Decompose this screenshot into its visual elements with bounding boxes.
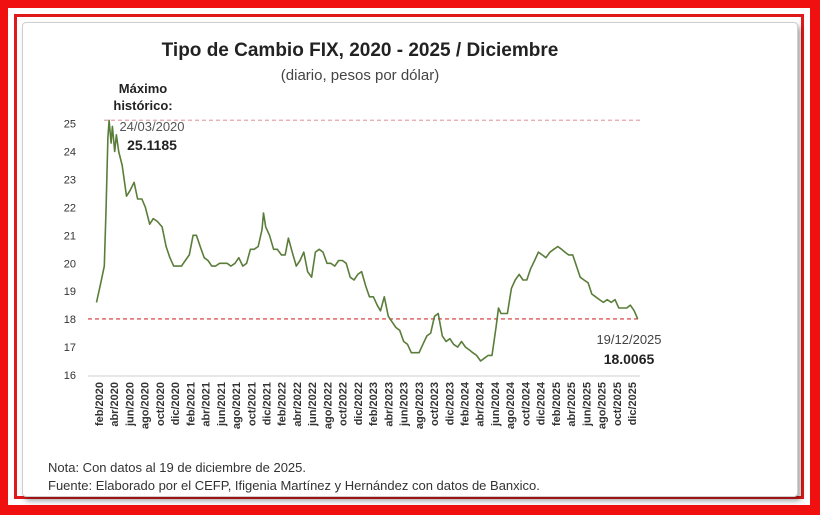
x-tick-label: abr/2020: [109, 382, 121, 427]
x-tick-label: oct/2022: [338, 382, 350, 426]
y-tick-label: 23: [64, 174, 76, 186]
chart-title: Tipo de Cambio FIX, 2020 - 2025 / Diciem…: [162, 40, 559, 61]
last-value-label: 18.0065: [604, 351, 655, 367]
x-tick-label: feb/2020: [94, 382, 106, 426]
x-tick-label: oct/2024: [520, 381, 532, 426]
x-tick-label: ago/2022: [322, 382, 334, 429]
x-tick-label: feb/2022: [277, 382, 289, 426]
y-tick-label: 17: [64, 342, 76, 354]
y-tick-label: 16: [64, 370, 76, 382]
y-tick-label: 18: [64, 314, 76, 326]
x-tick-label: feb/2021: [185, 382, 197, 426]
y-tick-label: 20: [64, 258, 76, 270]
note-text: Nota: Con datos al 19 de diciembre de 20…: [48, 460, 307, 475]
x-tick-label: dic/2024: [536, 381, 548, 425]
x-tick-label: jun/2025: [581, 382, 593, 427]
x-axis-tick-labels: feb/2020 abr/2020 jun/2020 ago/2020 oct/2020…: [94, 381, 639, 429]
x-tick-label: ago/2020: [140, 382, 152, 429]
y-tick-label: 25: [64, 119, 76, 131]
y-tick-label: 24: [64, 147, 76, 159]
x-tick-label: abr/2025: [566, 382, 578, 427]
x-tick-label: feb/2023: [368, 382, 380, 426]
x-tick-label: ago/2024: [505, 381, 517, 429]
last-date-label: 19/12/2025: [596, 332, 661, 347]
y-tick-label: 19: [64, 286, 76, 298]
max-value-label: 25.1185: [127, 137, 177, 153]
x-tick-label: dic/2025: [627, 382, 639, 425]
x-tick-label: jun/2021: [216, 382, 228, 427]
x-tick-label: dic/2021: [262, 382, 274, 425]
x-tick-label: dic/2023: [444, 382, 456, 425]
x-tick-label: ago/2023: [414, 382, 426, 429]
x-tick-label: abr/2021: [201, 382, 213, 427]
x-tick-label: dic/2020: [170, 382, 182, 425]
x-tick-label: abr/2022: [292, 382, 304, 427]
x-tick-label: jun/2020: [124, 382, 136, 427]
x-tick-label: ago/2025: [597, 382, 609, 429]
x-tick-label: oct/2021: [246, 382, 258, 426]
max-date-label: 24/03/2020: [119, 119, 184, 134]
x-tick-label: feb/2024: [459, 381, 471, 426]
reference-lines: [88, 119, 640, 320]
max-heading-line2: histórico:: [113, 98, 172, 113]
x-tick-label: abr/2023: [383, 382, 395, 427]
x-tick-label: jun/2023: [399, 382, 411, 427]
x-tick-label: oct/2020: [155, 382, 167, 426]
x-tick-label: oct/2023: [429, 382, 441, 426]
source-text: Fuente: Elaborado por el CEFP, Ifigenia …: [48, 478, 540, 493]
y-axis-tick-labels: 16 17 18 19 20 21 22 23 24 25: [64, 119, 76, 382]
y-tick-label: 21: [64, 230, 76, 242]
x-tick-label: feb/2025: [551, 382, 563, 426]
series-group: [95, 119, 639, 362]
max-heading-line1: Máximo: [119, 81, 167, 96]
x-tick-label: abr/2024: [475, 381, 487, 427]
y-tick-label: 22: [64, 202, 76, 214]
chart-subtitle: (diario, pesos por dólar): [281, 67, 439, 84]
x-tick-label: jun/2022: [307, 382, 319, 427]
x-tick-label: jun/2024: [490, 381, 502, 427]
series-line-fix-rate: [95, 119, 639, 362]
x-tick-label: oct/2025: [612, 382, 624, 426]
chart-card: [22, 22, 798, 497]
x-tick-label: dic/2022: [353, 382, 365, 425]
x-tick-label: ago/2021: [231, 382, 243, 429]
